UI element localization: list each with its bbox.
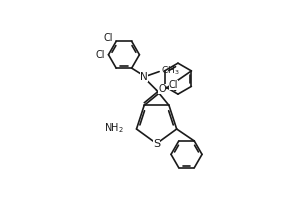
Text: N: N [140, 72, 148, 82]
Text: S: S [153, 139, 160, 149]
Text: O: O [158, 83, 166, 94]
Text: NH$_2$: NH$_2$ [104, 121, 124, 135]
Text: Cl: Cl [169, 80, 178, 90]
Text: Cl: Cl [103, 33, 113, 43]
Text: CH$_3$: CH$_3$ [160, 65, 179, 77]
Text: Cl: Cl [95, 50, 105, 60]
